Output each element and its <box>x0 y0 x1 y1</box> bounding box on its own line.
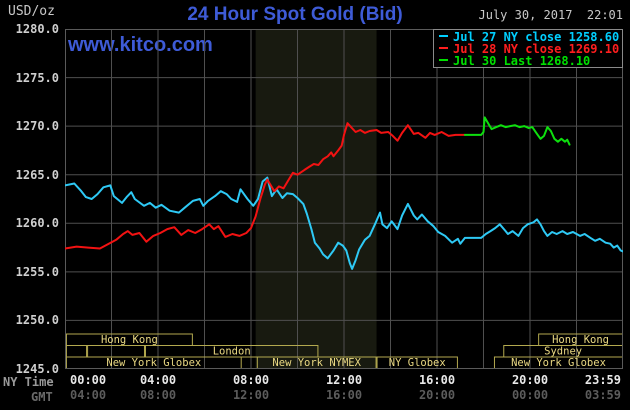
price-line-series-2 <box>463 116 571 146</box>
nymex-session-shading <box>255 29 377 369</box>
session-label: New York Globex <box>511 357 606 369</box>
x-axis-label-ny: 00:00 <box>70 373 107 387</box>
x-axis-label-gmt: 16:00 <box>325 388 363 402</box>
x-axis-label-gmt: 03:59 <box>584 388 621 402</box>
plot-border <box>65 29 623 369</box>
x-axis-label-gmt: 20:00 <box>418 388 456 402</box>
legend-item: Jul 30 Last 1268.10 <box>439 55 622 67</box>
session-label: NY Globex <box>389 357 446 369</box>
price-line-series-0 <box>65 176 623 270</box>
y-axis-label: 1280.0 <box>15 22 59 36</box>
y-axis-label: 1245.0 <box>15 362 59 376</box>
x-axis-label-ny: 20:00 <box>511 373 549 387</box>
price-line-series-1 <box>65 122 466 250</box>
x-axis-label-gmt: 04:00 <box>70 388 107 402</box>
page-title: 24 Hour Spot Gold (Bid) <box>187 4 403 25</box>
session-label: New York NYMEX <box>272 357 361 369</box>
legend-dash-icon <box>439 47 448 49</box>
legend: Jul 27 NY close 1258.60 Jul 28 NY close 1… <box>433 29 623 68</box>
x-axis-label-ny: 08:00 <box>232 373 270 387</box>
session-box <box>65 345 88 358</box>
session-label: New York Globex <box>106 357 201 369</box>
kitco-watermark-link[interactable]: www.kitco.com <box>68 34 213 56</box>
x-axis-ny-time: 00:00 04:00 08:00 12:00 16:00 20:00 23:59 <box>0 374 630 387</box>
session-label: Hong Kong <box>101 334 158 346</box>
legend-item: Jul 27 NY close 1258.60 <box>439 31 622 43</box>
x-axis-label-ny: 23:59 <box>584 373 621 387</box>
y-axis-label: 1260.0 <box>15 216 59 231</box>
y-axis-label: 1255.0 <box>15 264 59 279</box>
x-axis-label-gmt: 12:00 <box>232 388 270 402</box>
x-axis-row-label-ny: NY Time <box>3 375 54 389</box>
y-axis-label: 1250.0 <box>15 313 59 328</box>
session-label: London <box>213 346 251 358</box>
unit-label: USD/oz <box>8 4 55 19</box>
timestamp: July 30, 2017 22:01 <box>478 8 624 22</box>
x-axis-gmt: 04:00 08:00 12:00 16:00 20:00 00:00 03:59 <box>0 389 630 402</box>
legend-dash-icon <box>439 59 448 61</box>
y-axis-label: 1275.0 <box>15 70 59 85</box>
session-box <box>87 345 145 358</box>
x-axis-label-ny: 12:00 <box>325 373 363 387</box>
legend-dash-icon <box>439 35 448 37</box>
session-label: Hong Kong <box>552 334 609 346</box>
y-axis-label: 1270.0 <box>15 119 59 134</box>
x-axis-label-ny: 16:00 <box>418 373 456 387</box>
session-label: Sydney <box>544 346 582 358</box>
x-axis-label-gmt: 08:00 <box>139 388 177 402</box>
x-axis-label-gmt: 00:00 <box>511 388 549 402</box>
x-axis-row-label-gmt: GMT <box>31 390 53 404</box>
y-axis-label: 1265.0 <box>15 167 59 182</box>
legend-item: Jul 28 NY close 1269.10 <box>439 43 622 55</box>
x-axis-label-ny: 04:00 <box>139 373 177 387</box>
